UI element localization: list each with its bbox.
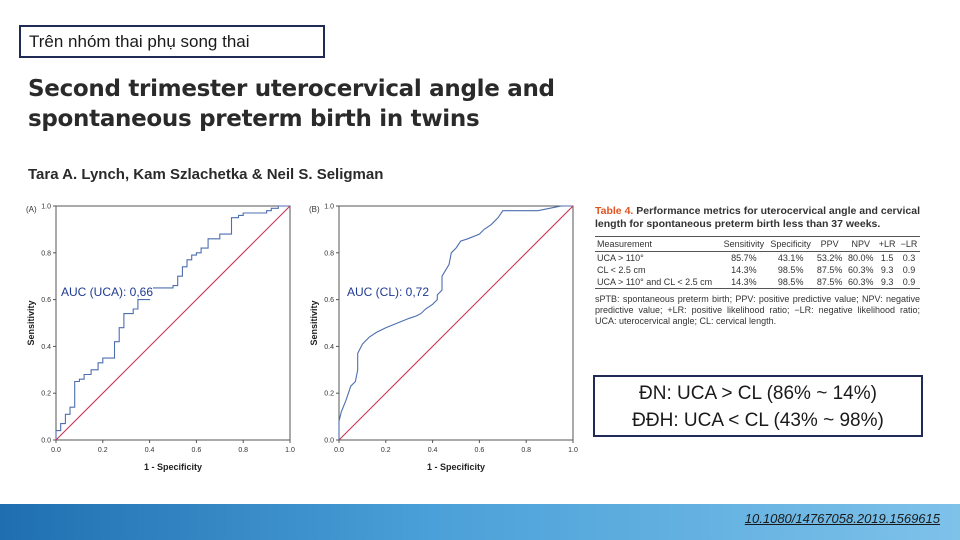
table-cell: 98.5%	[777, 265, 804, 275]
table-cell: 1.5	[880, 253, 894, 263]
x-tick-label: 0.0	[334, 447, 344, 454]
x-axis-label: 1 - Specificity	[427, 462, 485, 472]
table-row: UCA > 110° and CL < 2.5 cm 14.3% 98.5% 8…	[595, 276, 920, 289]
table-cell: 43.1%	[777, 253, 804, 263]
table-cell: 14.3%	[720, 276, 768, 289]
auc-cl-annotation: AUC (CL): 0,72	[347, 285, 430, 299]
table-cell: 53.2%	[816, 253, 843, 263]
y-tick-label: 0.8	[41, 250, 51, 257]
y-tick-label: 0.0	[324, 438, 334, 445]
table-header-cell: PPV	[814, 236, 846, 252]
y-tick-label: 0.2	[41, 391, 51, 398]
plot-frame	[55, 205, 291, 441]
x-tick-label: 1.0	[285, 447, 295, 454]
y-axis-label: Sensitivity	[26, 300, 36, 345]
conclusion-box: ĐN: UCA > CL (86% ~ 14%) ĐĐH: UCA < CL (…	[593, 375, 923, 437]
paper-title-line-2: spontaneous preterm birth in twins	[28, 106, 480, 132]
reference-diagonal-line	[55, 205, 291, 441]
x-tick-label: 0.8	[521, 447, 531, 454]
x-tick-label: 0.4	[145, 447, 155, 454]
roc-chart-uca-svg: (A) 0.0 0.2 0.4 0.6 0.8 1.0 0.0 0.2 0.4 0.6 0.8 1.0 1…	[26, 204, 295, 473]
conclusion-line-1: ĐN: UCA > CL (86% ~ 14%)	[639, 383, 877, 404]
x-axis-label: 1 - Specificity	[144, 462, 202, 472]
y-tick-label: 0.6	[41, 297, 51, 304]
y-tick-label: 0.8	[324, 250, 334, 257]
roc-curve-line	[338, 205, 573, 440]
table-header-cell: −LR	[898, 236, 920, 252]
table-cell: 14.3%	[731, 265, 757, 275]
y-tick-label: 0.4	[324, 344, 334, 351]
table-cell: 0.9	[898, 276, 920, 289]
paper-title-line-1: Second trimester uterocervical angle and	[28, 76, 555, 102]
table-cell: UCA > 110°	[597, 253, 644, 263]
topic-label-box: Trên nhóm thai phụ song thai	[19, 25, 325, 58]
y-tick-label: 0.4	[41, 344, 51, 351]
table-row: UCA > 110° 85.7% 43.1% 53.2% 80.0% 1.5 0…	[595, 252, 920, 265]
x-tick-label: 0.6	[192, 447, 202, 454]
y-tick-label: 1.0	[324, 204, 334, 211]
roc-chart-cl: (B) 0.0 0.2 0.4 0.6 0.8 1.0 0.0 0.2 0.4 0.6 0.8 1.0 1…	[305, 198, 585, 478]
table-header-cell: +LR	[876, 236, 899, 252]
table-header-row: Measurement Sensitivity Specificity PPV …	[595, 236, 920, 252]
table-row: CL < 2.5 cm 14.3% 98.5% 87.5% 60.3% 9.3 …	[595, 264, 920, 276]
table-header-cell: Measurement	[595, 236, 721, 252]
table-header-cell: NPV	[845, 236, 877, 252]
table-label: Table 4.	[595, 205, 634, 217]
y-tick-label: 0.6	[324, 297, 334, 304]
x-tick-label: 0.2	[98, 447, 108, 454]
auc-uca-annotation: AUC (UCA): 0,66	[61, 285, 154, 299]
x-tick-label: 0.0	[51, 447, 61, 454]
table-cell: 0.3	[902, 253, 916, 263]
table-cell: 87.5%	[814, 276, 846, 289]
table-cell: 9.3	[880, 265, 894, 275]
table-cell: 0.9	[902, 265, 916, 275]
table-cell: 60.3%	[847, 265, 874, 275]
metrics-table-panel: Table 4. Performance metrics for uteroce…	[595, 205, 920, 327]
table-caption-text: Performance metrics for uterocervical an…	[595, 205, 920, 230]
table-cell: 60.3%	[845, 276, 877, 289]
table-footnote: sPTB: spontaneous preterm birth; PPV: po…	[595, 294, 920, 326]
table-cell: 80.0%	[847, 253, 874, 263]
table-caption: Table 4. Performance metrics for uteroce…	[595, 205, 920, 231]
table-cell: UCA > 110° and CL < 2.5 cm	[595, 276, 721, 289]
topic-label: Trên nhóm thai phụ song thai	[29, 32, 250, 51]
table-cell: 87.5%	[816, 265, 843, 275]
panel-label: (B)	[309, 205, 320, 214]
panel-label: (A)	[26, 205, 37, 214]
paper-authors: Tara A. Lynch, Kam Szlachetka & Neil S. …	[28, 166, 384, 183]
table-cell: CL < 2.5 cm	[597, 265, 646, 275]
x-tick-label: 0.8	[238, 447, 248, 454]
plot-frame	[338, 205, 574, 441]
table-cell: 9.3	[876, 276, 899, 289]
roc-chart-uca: (A) 0.0 0.2 0.4 0.6 0.8 1.0 0.0 0.2 0.4 0.6 0.8 1.0 1…	[22, 198, 302, 478]
y-tick-label: 0.2	[324, 391, 334, 398]
reference-diagonal-line	[338, 205, 574, 441]
x-tick-label: 0.6	[475, 447, 485, 454]
table-cell: 85.7%	[731, 253, 757, 263]
conclusion-line-2: ĐĐH: UCA < CL (43% ~ 98%)	[632, 410, 884, 431]
footer-bar	[0, 504, 960, 540]
table-cell: 98.5%	[767, 276, 815, 289]
x-tick-label: 0.2	[381, 447, 391, 454]
table-header-cell: Sensitivity	[720, 236, 768, 252]
table-header-cell: Specificity	[767, 236, 815, 252]
doi-link[interactable]: 10.1080/14767058.2019.1569615	[744, 511, 940, 526]
x-tick-label: 1.0	[568, 447, 578, 454]
paper-title: Second trimester uterocervical angle and…	[28, 74, 588, 134]
y-axis-label: Sensitivity	[309, 300, 319, 345]
roc-chart-cl-svg: (B) 0.0 0.2 0.4 0.6 0.8 1.0 0.0 0.2 0.4 0.6 0.8 1.0 1…	[309, 204, 578, 473]
x-tick-label: 0.4	[428, 447, 438, 454]
y-tick-label: 0.0	[41, 438, 51, 445]
metrics-table: Measurement Sensitivity Specificity PPV …	[595, 236, 920, 289]
y-tick-label: 1.0	[41, 204, 51, 211]
